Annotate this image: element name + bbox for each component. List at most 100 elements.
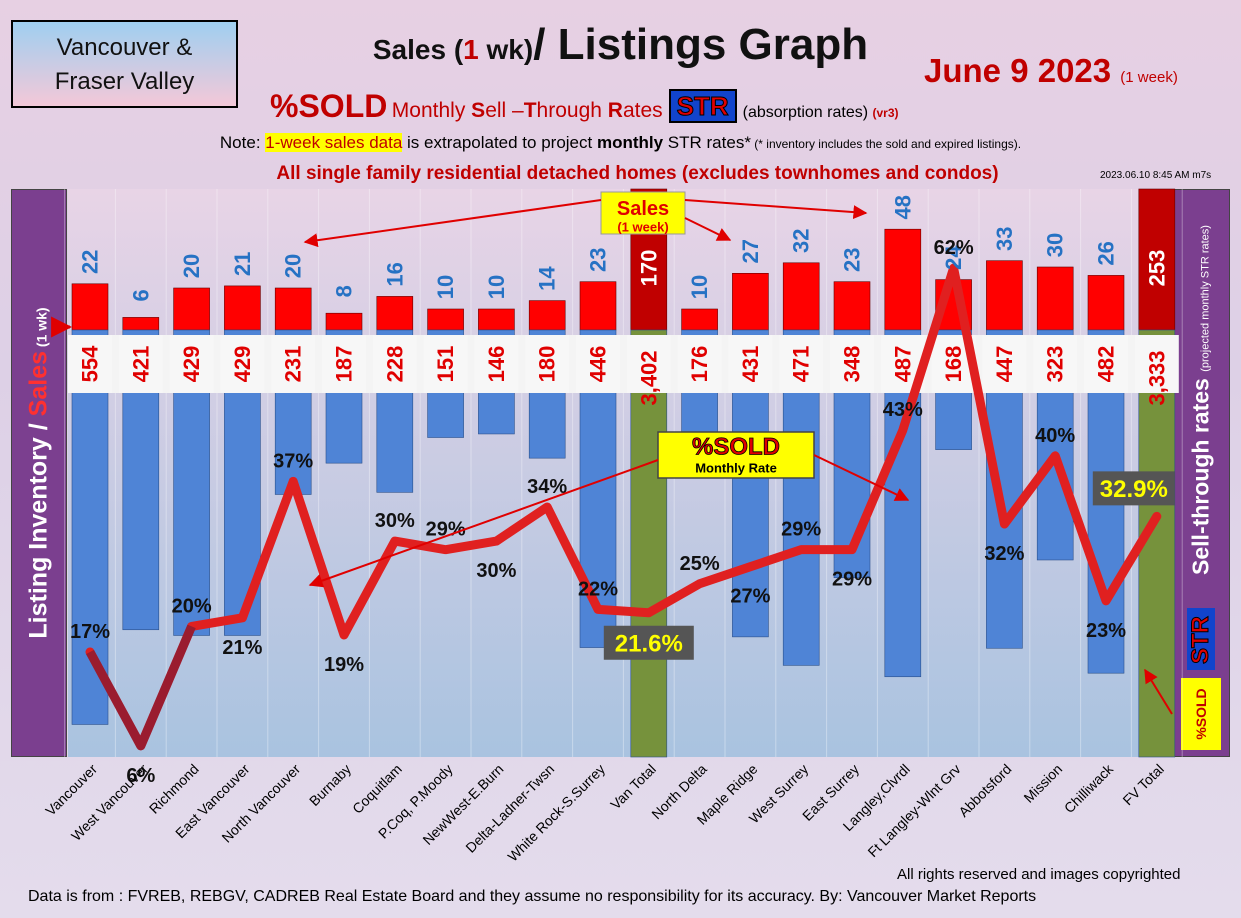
listing-label: 146: [484, 346, 509, 383]
str-label: 19%: [324, 654, 364, 676]
sales-label: 21: [230, 252, 255, 276]
left-axis-panel: [11, 189, 67, 757]
report-date: June 9 2023 (1 week): [924, 52, 1178, 90]
sales-bar: [325, 312, 363, 331]
sales-label: 24: [941, 245, 966, 270]
sales-label: 8: [332, 285, 357, 297]
total-str-box: [603, 625, 694, 660]
listing-label-bg: [423, 335, 468, 393]
str-label: 29%: [781, 519, 821, 541]
sales-bar: [579, 281, 617, 331]
sales-bar: [478, 308, 515, 331]
listing-label: 554: [78, 345, 103, 382]
subtitle-version: (vr3): [872, 106, 899, 120]
title-part1: Sales (: [372, 34, 464, 65]
sold-callout-box: [657, 431, 815, 479]
note-small: (* inventory includes the sold and expir…: [750, 137, 1022, 151]
listing-label: 3,402: [636, 350, 661, 405]
listing-label: 187: [332, 346, 357, 383]
right-axis-sold-box: [1181, 678, 1221, 750]
listings-bar: [630, 329, 668, 758]
chart-title: Sales (1 wk)/ Listings Graph: [0, 20, 1241, 70]
listing-label: 421: [128, 346, 153, 383]
sales-label: 10: [484, 275, 509, 299]
sales-bar: [224, 285, 261, 331]
subtitle-pct-sold: %SOLD: [270, 88, 388, 124]
sales-label: 32: [789, 229, 814, 253]
listing-label-bg: [372, 335, 417, 393]
sold-arrow: [308, 459, 659, 588]
sales-bar: [71, 283, 109, 331]
listing-label-bg: [68, 335, 112, 393]
sales-label: 30: [1043, 233, 1068, 257]
str-label: 27%: [730, 586, 770, 608]
sales-bar: [1138, 188, 1176, 331]
listing-label: 168: [941, 346, 966, 383]
listing-label: 482: [1094, 346, 1119, 383]
listing-label-bg: [271, 335, 316, 393]
str-label: 40%: [1035, 425, 1075, 447]
listing-label: 151: [433, 346, 458, 383]
str-label: 22%: [578, 578, 618, 600]
sales-label: 16: [382, 262, 407, 286]
note-bold: monthly: [596, 133, 664, 152]
sales-bar: [274, 287, 312, 331]
sold-arrow: [813, 454, 910, 501]
subtitle-str-badge: STR: [668, 89, 737, 123]
listing-label-bg: [779, 335, 824, 393]
date-note: (1 week): [1120, 69, 1178, 86]
listing-label-bg: [982, 335, 1027, 393]
listing-label: 231: [281, 346, 306, 383]
listing-label-bg: [576, 335, 620, 393]
sales-bar: [528, 300, 566, 331]
sales-bar: [427, 308, 464, 331]
note-post: STR rates*: [663, 133, 751, 152]
sold-axis-arrow: [1144, 668, 1173, 715]
region-line2: Fraser Valley: [54, 68, 195, 95]
str-label: 43%: [883, 399, 923, 421]
sales-bar: [1087, 275, 1125, 331]
subtitle-ates: ates: [622, 99, 663, 122]
sales-arrow: [303, 199, 602, 248]
note-mid: is extrapolated to project: [402, 133, 597, 152]
listing-label: 429: [230, 346, 255, 383]
subtitle-s: S: [471, 99, 486, 122]
sales-label: 253: [1144, 250, 1169, 287]
subtitle: %SOLD Monthly Sell –Through Rates STR (abs…: [270, 88, 899, 125]
note-pre: Note:: [219, 133, 266, 152]
listing-label: 323: [1043, 346, 1068, 383]
title-period-num: 1: [463, 34, 479, 65]
listing-label: 180: [535, 346, 560, 383]
total-str-box: [1092, 471, 1175, 506]
listing-label-bg: [169, 335, 214, 393]
str-label: 6%: [126, 765, 155, 787]
right-axis-str-box: [1187, 608, 1215, 670]
listing-label: 447: [992, 346, 1017, 383]
x-tick-label: Van Total: [607, 761, 659, 813]
x-tick-label: Chilliwack: [1061, 760, 1117, 816]
sales-bar: [986, 260, 1023, 331]
x-tick-label: White Rock-S.Surrey: [504, 761, 608, 865]
sales-label: 10: [687, 275, 712, 299]
timestamp: 2023.06.10 8:45 AM m7s: [1100, 170, 1212, 181]
sales-label: 33: [992, 226, 1017, 250]
region-box: Vancouver & Fraser Valley: [11, 20, 238, 108]
note-highlight: 1-week sales data: [265, 133, 403, 152]
listing-label-bg: [525, 335, 570, 393]
listing-label-bg: [1084, 335, 1128, 393]
sales-label: 14: [535, 266, 560, 291]
str-label: 21%: [222, 637, 262, 659]
listing-label: 471: [789, 346, 814, 383]
x-tick-label: Abbotsford: [955, 761, 1014, 820]
sales-bar: [732, 272, 769, 331]
listing-label-bg: [626, 335, 671, 393]
footer-rights: All rights reserved and images copyright…: [897, 866, 1181, 883]
sales-label: 48: [890, 195, 915, 219]
sales-label: 10: [433, 275, 458, 299]
listing-label-bg: [1134, 335, 1179, 393]
str-label: 62%: [934, 237, 974, 259]
subtitle-ell: ell –: [485, 99, 524, 122]
listing-label: 3,333: [1144, 350, 1169, 405]
